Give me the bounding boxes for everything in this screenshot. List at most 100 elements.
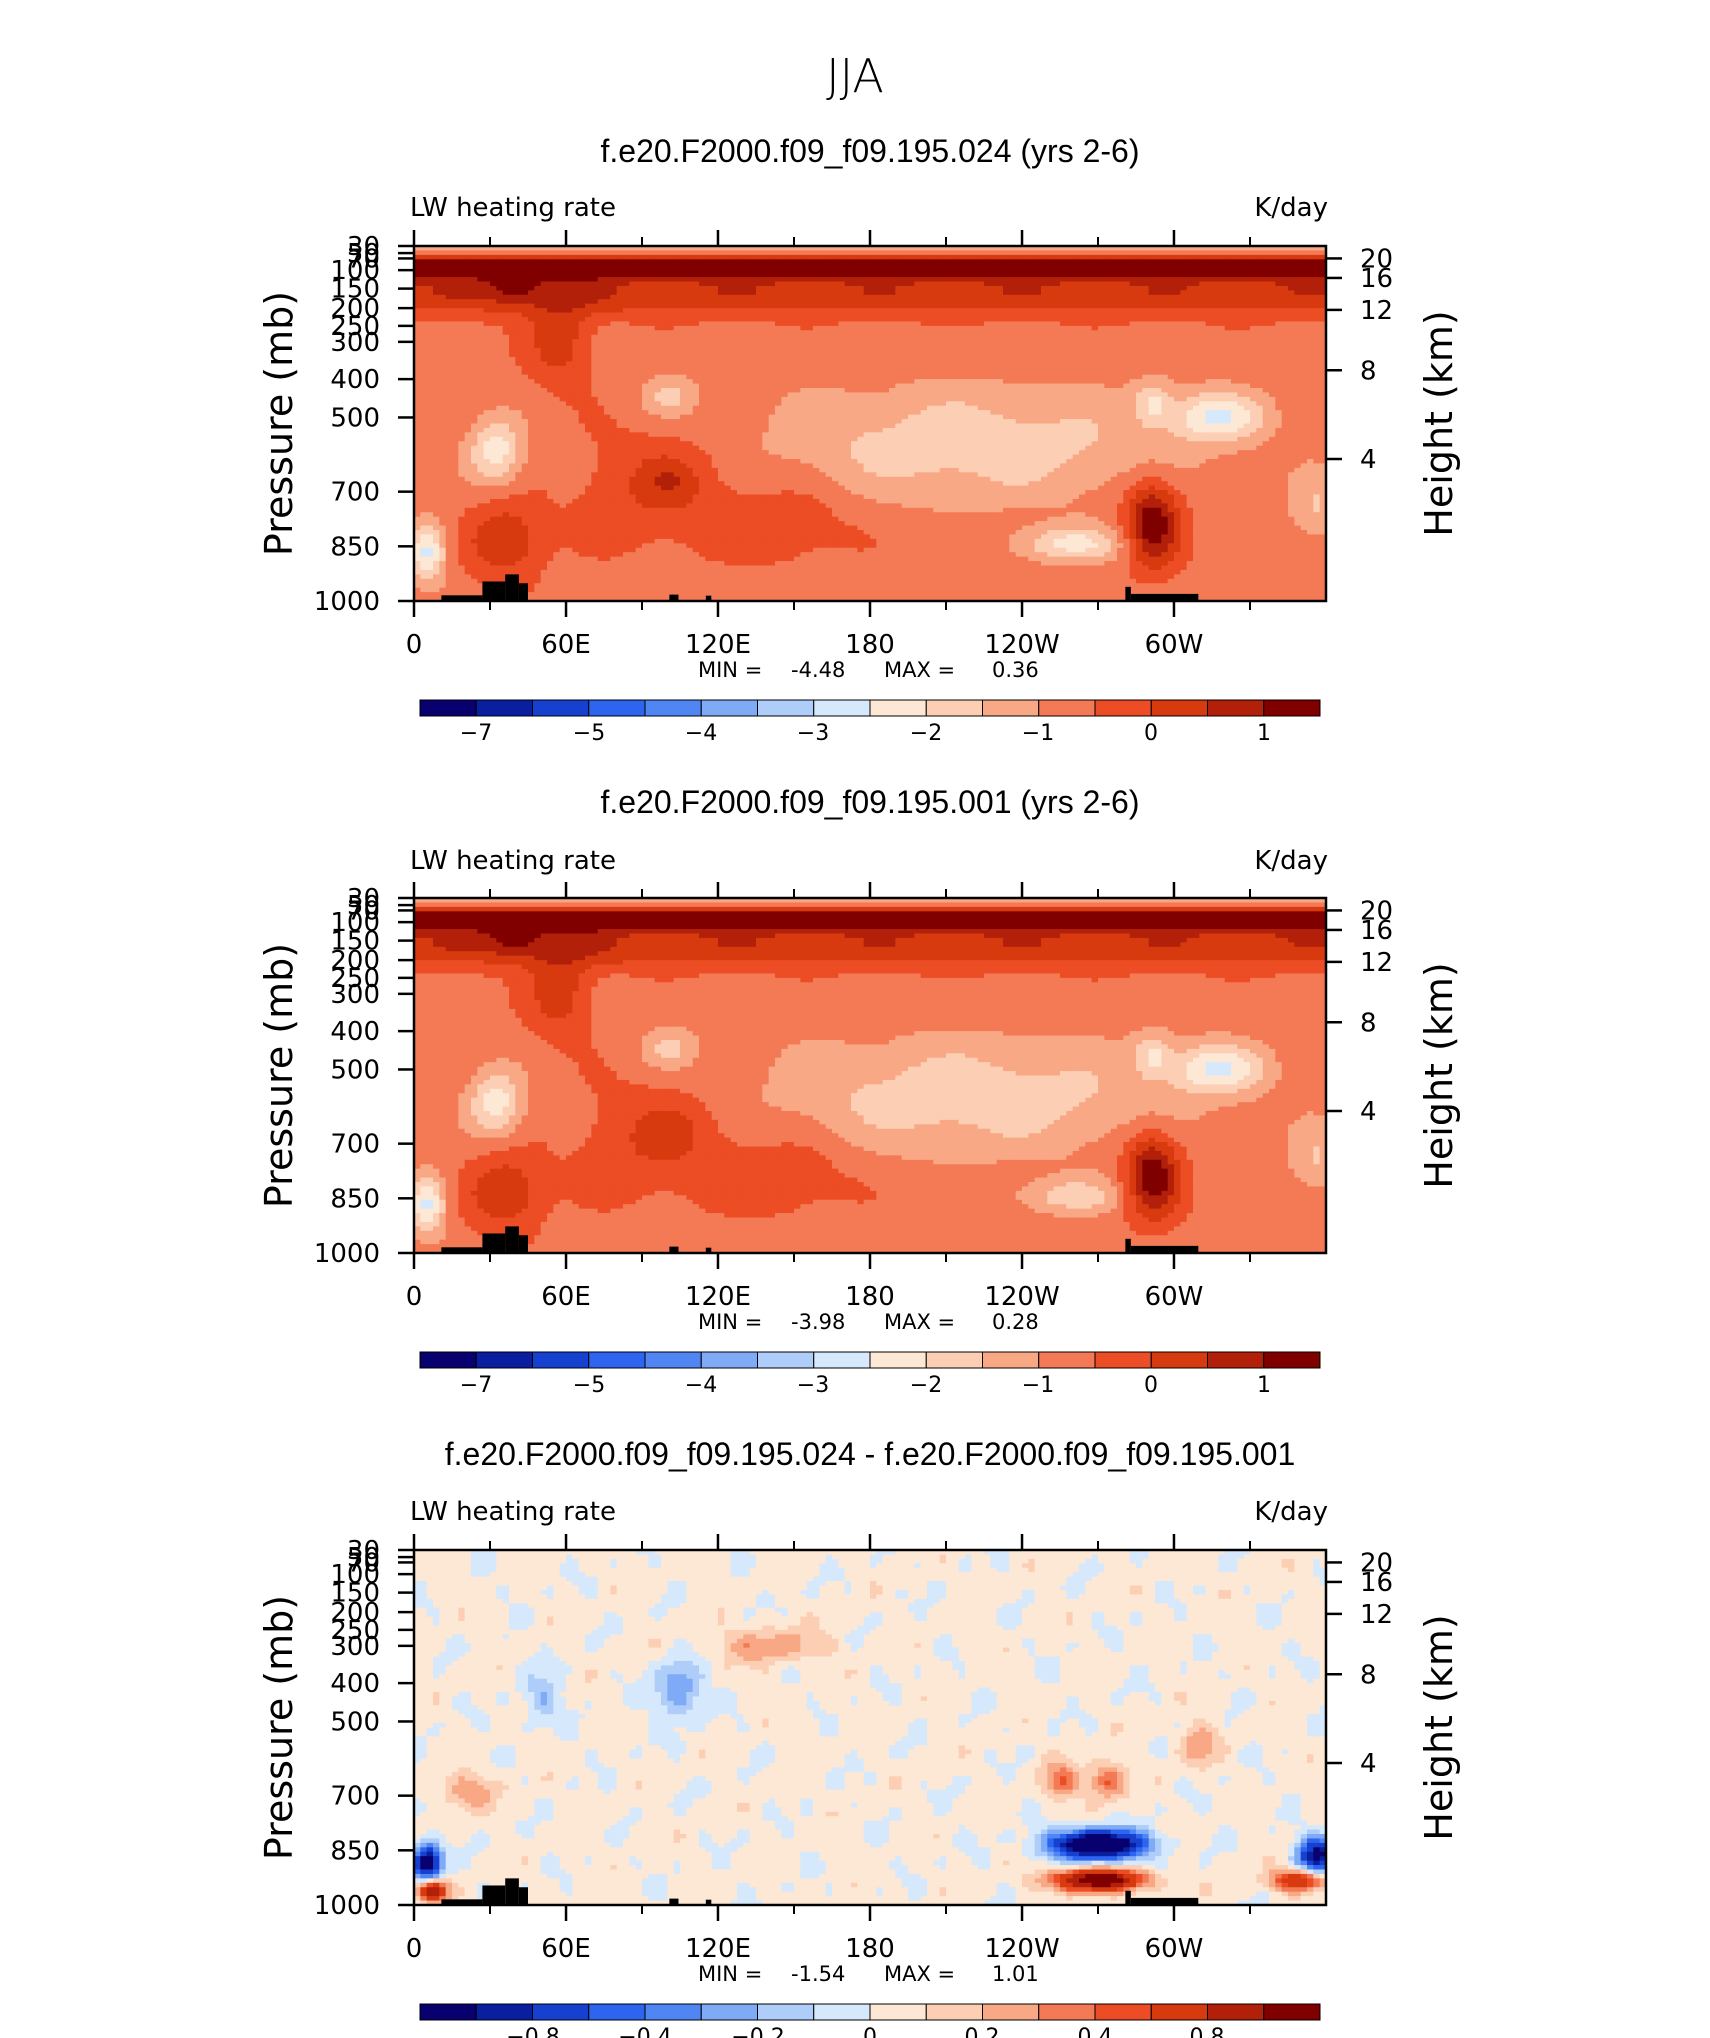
panel-right-string: K/day — [1254, 193, 1328, 223]
y2-tick-label: 16 — [1360, 1568, 1393, 1598]
y2-tick-label: 4 — [1360, 445, 1377, 475]
x-tick-label: 60W — [1145, 1934, 1204, 1964]
x-tick-label: 120E — [685, 1282, 751, 1312]
colorbar-swatch — [476, 700, 532, 716]
colorbar-tick-label: −7 — [460, 1373, 492, 1398]
colorbar-swatch — [814, 2004, 870, 2020]
min-label: MIN = — [698, 1962, 762, 1986]
y-tick-label: 1000 — [314, 587, 380, 617]
colorbar-swatch — [701, 1352, 757, 1368]
x-tick-label: 0 — [406, 1282, 423, 1312]
y-tick-label: 400 — [330, 1669, 380, 1699]
max-value: 0.28 — [992, 1310, 1039, 1334]
colorbar: −7 −5 −4 −3 −2 −1 0 1 — [420, 700, 1320, 746]
y2-tick-label: 8 — [1360, 1008, 1377, 1038]
panel-left-string: LW heating rate — [410, 193, 616, 223]
figure-title: JJA — [826, 49, 884, 103]
colorbar-swatch — [758, 1352, 814, 1368]
colorbar: −0.8 −0.4 −0.2 0 0.2 0.4 0.8 — [420, 2004, 1320, 2038]
y-tick-label: 1000 — [314, 1239, 380, 1269]
panel-left-string: LW heating rate — [410, 846, 616, 876]
y-tick-label: 300 — [330, 980, 380, 1010]
y-tick-label: 400 — [330, 1017, 380, 1047]
y2-tick-label: 12 — [1360, 948, 1393, 978]
colorbar-swatch — [476, 1352, 532, 1368]
panel-right-string: K/day — [1254, 1497, 1328, 1527]
panel-title: f.e20.F2000.f09_f09.195.024 (yrs 2-6) — [600, 133, 1139, 169]
colorbar-swatch — [589, 700, 645, 716]
max-value: 1.01 — [992, 1962, 1039, 1986]
colorbar-swatch — [589, 2004, 645, 2020]
y-tick-label: 1000 — [314, 1891, 380, 1921]
colorbar-tick-label: −5 — [573, 1373, 605, 1398]
colorbar-swatch — [758, 2004, 814, 2020]
x-tick-label: 60E — [541, 630, 591, 660]
colorbar-swatch — [870, 1352, 926, 1368]
colorbar-tick-label: 0.4 — [1078, 2025, 1113, 2038]
colorbar-swatch — [983, 700, 1039, 716]
colorbar-swatch — [420, 1352, 476, 1368]
x-tick-label: 60W — [1145, 630, 1204, 660]
x-tick-label: 180 — [845, 1282, 895, 1312]
x-tick-label: 120W — [984, 1934, 1059, 1964]
colorbar-swatch — [983, 2004, 1039, 2020]
panel-left-string: LW heating rate — [410, 1497, 616, 1527]
contour-field — [414, 898, 1327, 1254]
y-tick-label: 850 — [330, 1836, 380, 1866]
colorbar-swatch — [1095, 2004, 1151, 2020]
colorbar-tick-label: −2 — [910, 1373, 942, 1398]
min-value: -4.48 — [791, 658, 845, 682]
panel-right-string: K/day — [1254, 846, 1328, 876]
x-tick-label: 120W — [984, 1282, 1059, 1312]
colorbar-swatch — [1264, 1352, 1320, 1368]
colorbar-swatch — [645, 1352, 701, 1368]
colorbar-swatch — [1039, 1352, 1095, 1368]
y-tick-label: 700 — [330, 478, 380, 508]
colorbar-swatch — [1151, 700, 1207, 716]
y2-tick-label: 16 — [1360, 264, 1393, 294]
colorbar-tick-label: −1 — [1022, 721, 1054, 746]
colorbar-swatch — [1208, 2004, 1264, 2020]
y2-axis-label: Height (km) — [1417, 1614, 1461, 1840]
colorbar-swatch — [1039, 2004, 1095, 2020]
y-tick-label: 500 — [330, 403, 380, 433]
y-tick-label: 850 — [330, 1184, 380, 1214]
y2-tick-label: 8 — [1360, 356, 1377, 386]
contour-field — [414, 1550, 1327, 1906]
colorbar-tick-label: −4 — [685, 721, 717, 746]
colorbar-swatch — [476, 2004, 532, 2020]
x-tick-label: 60E — [541, 1934, 591, 1964]
colorbar-swatch — [533, 2004, 589, 2020]
colorbar-swatch — [1039, 700, 1095, 716]
min-label: MIN = — [698, 1310, 762, 1334]
x-tick-label: 60W — [1145, 1282, 1204, 1312]
colorbar-swatch — [814, 700, 870, 716]
max-label: MAX = — [884, 1310, 955, 1334]
y2-axis-label: Height (km) — [1417, 310, 1461, 536]
panel-title: f.e20.F2000.f09_f09.195.001 (yrs 2-6) — [600, 784, 1139, 820]
colorbar-swatch — [645, 2004, 701, 2020]
y2-tick-label: 12 — [1360, 296, 1393, 326]
max-label: MAX = — [884, 658, 955, 682]
colorbar-swatch — [533, 700, 589, 716]
colorbar-swatch — [645, 700, 701, 716]
colorbar: −7 −5 −4 −3 −2 −1 0 1 — [420, 1352, 1320, 1398]
colorbar-swatch — [701, 2004, 757, 2020]
max-value: 0.36 — [992, 658, 1039, 682]
colorbar-swatch — [1151, 1352, 1207, 1368]
x-tick-label: 120E — [685, 630, 751, 660]
y2-axis-label: Height (km) — [1417, 962, 1461, 1188]
min-label: MIN = — [698, 658, 762, 682]
colorbar-swatch — [533, 1352, 589, 1368]
y-axis-label: Pressure (mb) — [257, 1595, 301, 1860]
y-tick-label: 500 — [330, 1707, 380, 1737]
colorbar-tick-label: 0 — [863, 2025, 877, 2038]
colorbar-tick-label: −3 — [797, 1373, 829, 1398]
max-label: MAX = — [884, 1962, 955, 1986]
y-tick-label: 850 — [330, 532, 380, 562]
y2-tick-label: 16 — [1360, 916, 1393, 946]
colorbar-tick-label: −7 — [460, 721, 492, 746]
contour-field — [414, 246, 1327, 602]
x-tick-label: 120W — [984, 630, 1059, 660]
